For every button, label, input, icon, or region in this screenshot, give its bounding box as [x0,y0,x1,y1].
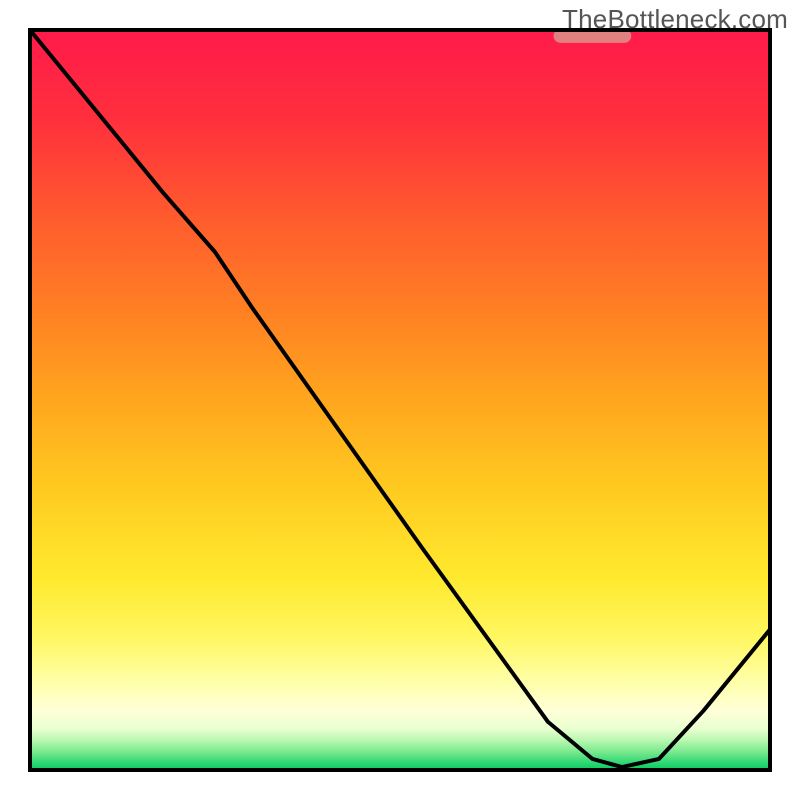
chart-frame: TheBottleneck.com [0,0,800,800]
bottleneck-chart [0,0,800,800]
watermark-text: TheBottleneck.com [562,4,788,35]
gradient-background [30,30,770,770]
